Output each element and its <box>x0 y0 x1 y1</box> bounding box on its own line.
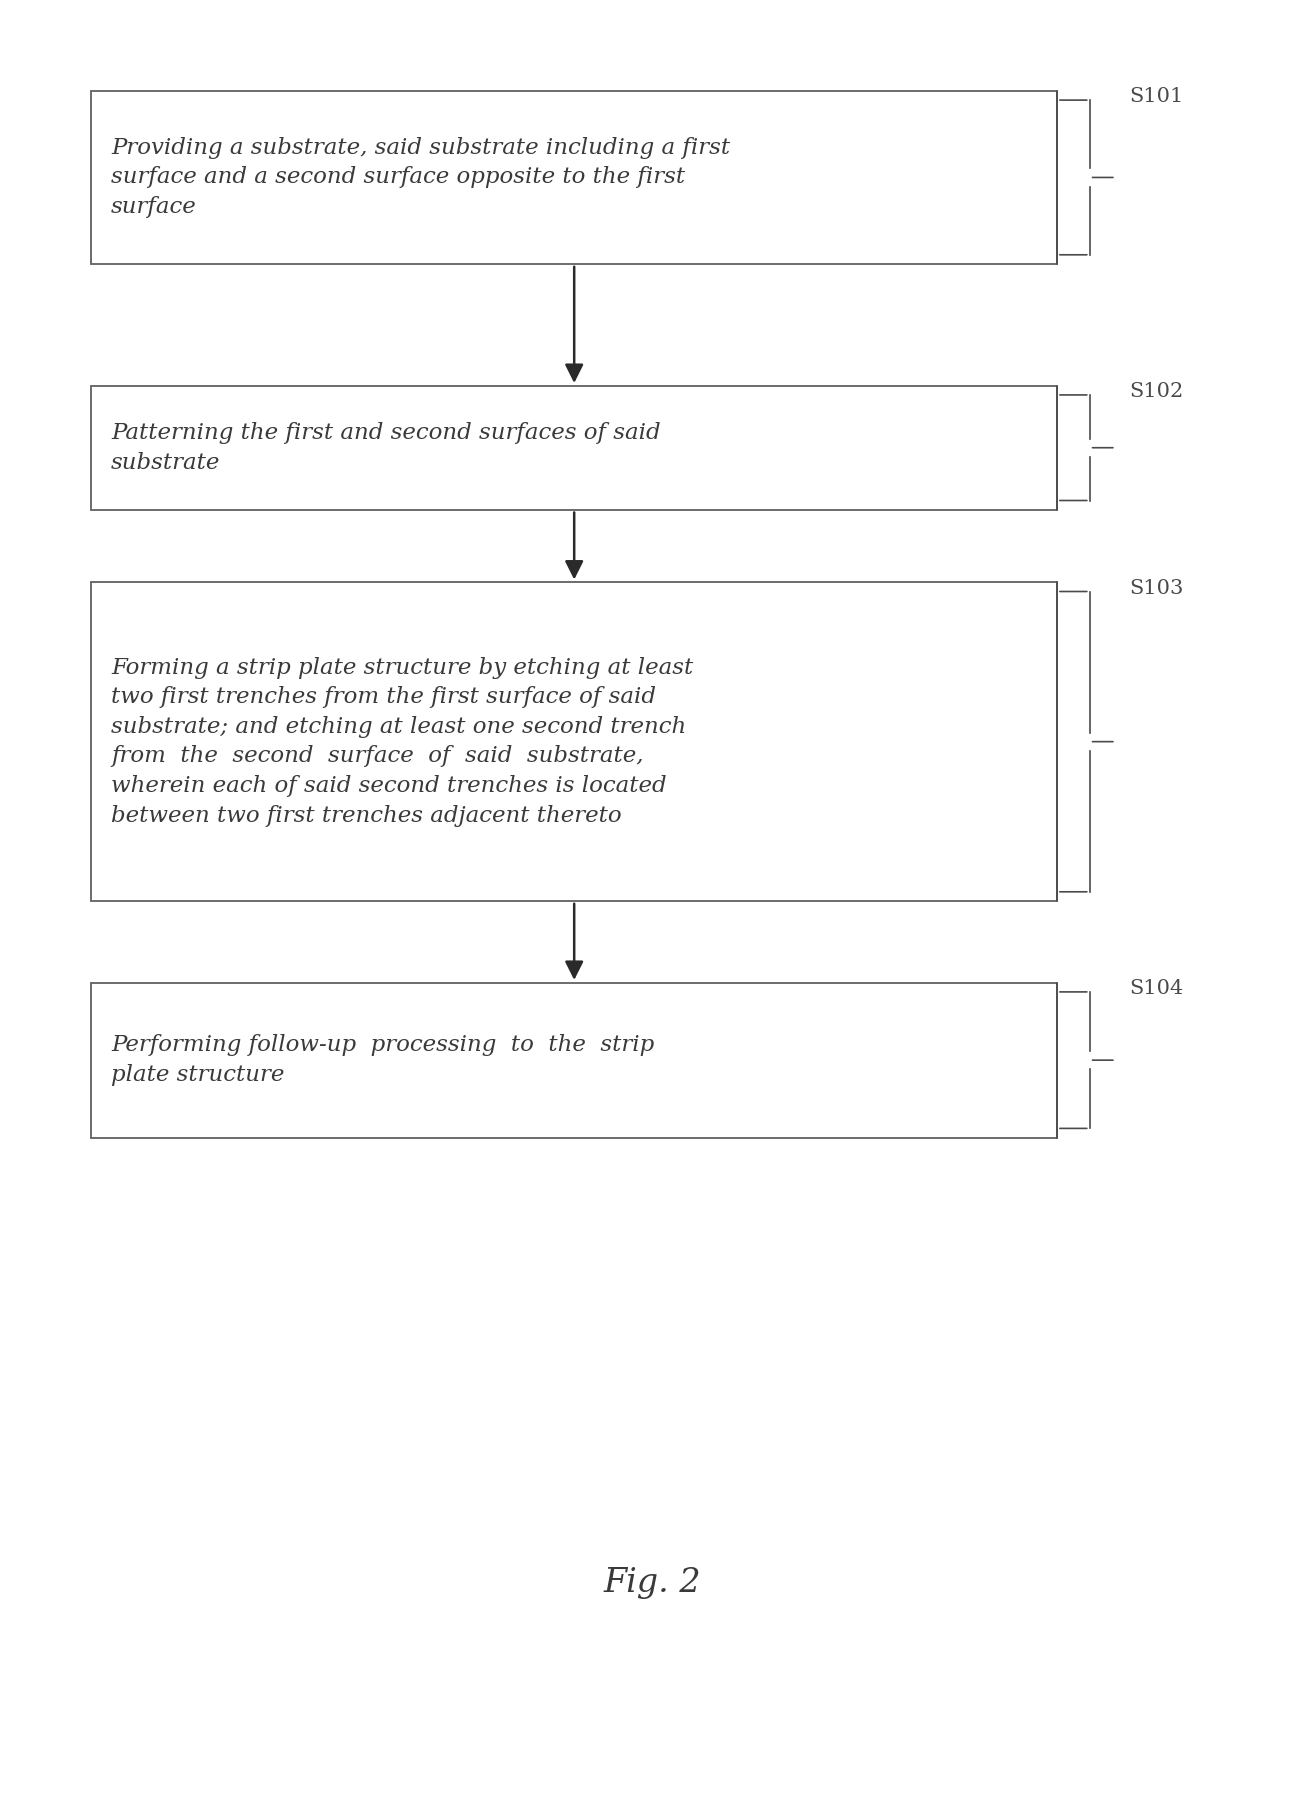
Text: S103: S103 <box>1129 579 1184 597</box>
Text: S104: S104 <box>1129 979 1184 997</box>
Text: Forming a strip plate structure by etching at least
two first trenches from the : Forming a strip plate structure by etchi… <box>111 657 693 826</box>
Text: Fig. 2: Fig. 2 <box>604 1567 701 1600</box>
FancyBboxPatch shape <box>91 386 1057 510</box>
Text: S101: S101 <box>1129 87 1184 106</box>
Text: Performing follow-up  processing  to  the  strip
plate structure: Performing follow-up processing to the s… <box>111 1034 654 1087</box>
Text: Patterning the first and second surfaces of said
substrate: Patterning the first and second surfaces… <box>111 422 660 473</box>
FancyBboxPatch shape <box>91 983 1057 1138</box>
Text: S102: S102 <box>1129 382 1184 400</box>
Text: Providing a substrate, said substrate including a first
surface and a second sur: Providing a substrate, said substrate in… <box>111 136 729 218</box>
FancyBboxPatch shape <box>91 582 1057 901</box>
FancyBboxPatch shape <box>91 91 1057 264</box>
